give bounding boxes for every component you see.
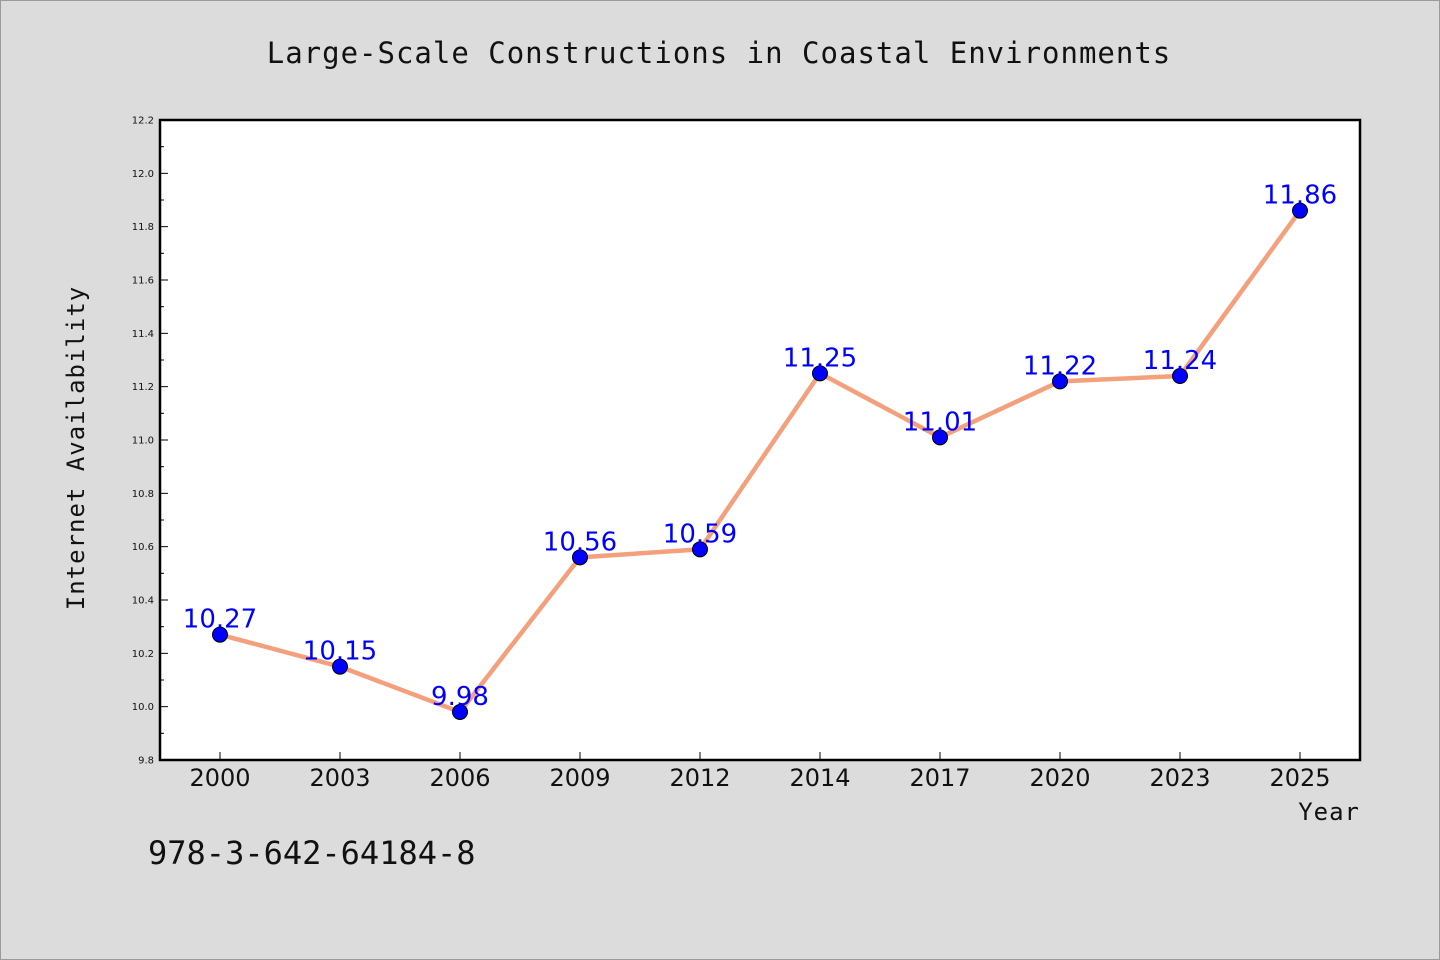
data-label: 11.25: [783, 343, 857, 373]
isbn-text: 978-3-642-64184-8: [148, 834, 476, 872]
x-tick-label: 2006: [429, 764, 490, 792]
data-point: [1172, 368, 1188, 384]
data-label: 9.98: [431, 682, 489, 712]
plot-area: [158, 118, 1362, 762]
data-point: [1052, 373, 1068, 390]
data-labels: 10.27 10.15 9.98 10.56 10.59 11.25 11.01 11.22 1…: [183, 181, 1337, 712]
data-point: [332, 658, 348, 675]
y-tick-label: 10.8: [132, 489, 154, 500]
data-label: 11.24: [1143, 346, 1217, 376]
y-tick-label: 11.8: [132, 222, 154, 233]
data-point: [1292, 202, 1308, 219]
x-tick-label: 2003: [309, 764, 370, 792]
x-axis-label: Year: [1298, 798, 1360, 826]
x-tick-label: 2014: [789, 764, 850, 792]
x-tick-label: 2012: [669, 764, 730, 792]
data-point: [212, 626, 228, 643]
x-axis: 2000 2003 2006 2009 2012 2014 2017 2020 2023 2025: [189, 752, 1331, 792]
series-line-group: [217, 208, 1303, 715]
data-label: 11.01: [903, 407, 977, 437]
y-tick-label: 11.0: [132, 436, 154, 447]
x-tick-label: 2020: [1029, 764, 1090, 792]
y-tick-label: 10.0: [132, 702, 154, 713]
y-tick-label: 10.6: [132, 542, 154, 553]
y-tick-label: 9.8: [138, 756, 154, 767]
y-axis: 9.8 10.0 10.2 10.4 10.6 10.8 11.0 11.2 11.4 11.6 1…: [132, 116, 168, 767]
y-tick-label: 12.0: [132, 169, 154, 180]
y-tick-label: 11.4: [132, 329, 154, 340]
y-tick-label: 11.6: [132, 276, 154, 287]
data-point: [452, 704, 468, 720]
data-point: [932, 429, 948, 446]
x-tick-label: 2009: [549, 764, 610, 792]
data-label: 10.15: [303, 637, 377, 667]
y-tick-label: 10.4: [132, 596, 154, 607]
x-tick-label: 2000: [189, 764, 250, 792]
y-axis-label: Internet Availability: [62, 286, 90, 610]
data-label: 10.56: [543, 527, 617, 557]
data-point: [692, 541, 708, 558]
chart-title: Large-Scale Constructions in Coastal Env…: [267, 36, 1172, 70]
y-tick-label: 11.2: [132, 382, 154, 393]
data-label: 10.59: [663, 519, 737, 549]
y-tick-label: 12.2: [132, 116, 154, 127]
x-tick-label: 2023: [1149, 764, 1210, 792]
x-tick-label: 2025: [1269, 764, 1330, 792]
data-label: 11.22: [1023, 351, 1097, 381]
data-label: 10.27: [183, 605, 257, 635]
series-line: [217, 208, 1303, 715]
data-point: [572, 549, 588, 566]
x-tick-label: 2017: [909, 764, 970, 792]
data-point: [812, 365, 828, 382]
data-label: 11.86: [1263, 181, 1337, 211]
y-tick-label: 10.2: [132, 649, 154, 660]
data-markers: [212, 202, 1308, 720]
